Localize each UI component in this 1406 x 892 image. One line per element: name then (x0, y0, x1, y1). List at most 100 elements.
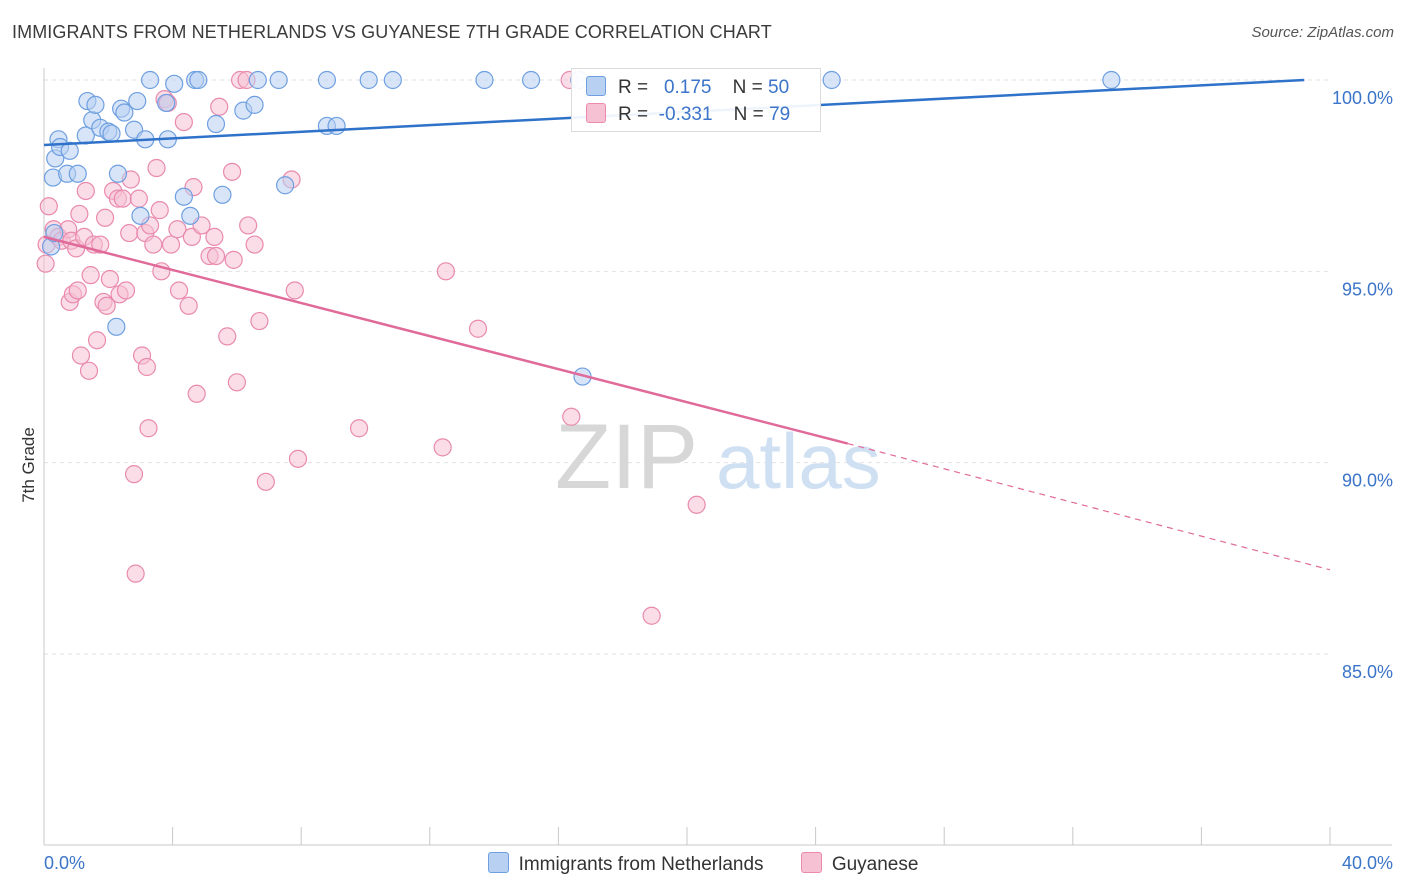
netherlands-point (189, 70, 208, 90)
guyanese-point (113, 189, 132, 208)
x-tick-label-max: 40.0% (1342, 853, 1393, 873)
guyanese-point (218, 327, 237, 346)
netherlands-point (359, 70, 378, 90)
guyanese-point (187, 384, 206, 403)
netherlands-point (822, 70, 841, 90)
netherlands-point (108, 164, 128, 183)
netherlands-point (317, 70, 337, 90)
guyanese-points (36, 70, 706, 625)
netherlands-point (102, 124, 121, 143)
guyanese-point (687, 495, 706, 514)
n-label: N = (732, 77, 763, 98)
chart-title: IMMIGRANTS FROM NETHERLANDS VS GUYANESE … (12, 22, 772, 42)
guyanese-point (562, 407, 581, 426)
guyanese-point (239, 216, 258, 235)
guyanese-point (68, 281, 87, 300)
guyanese-point (126, 564, 145, 583)
netherlands-point (107, 317, 126, 336)
netherlands-point (68, 164, 87, 183)
y-tick-label-90: 90.0% (1342, 471, 1393, 491)
guyanese-point (468, 319, 488, 338)
axes (43, 68, 1392, 846)
guyanese-point (116, 281, 136, 300)
guyanese-point (168, 220, 187, 239)
legend-item-guyanese[interactable]: Guyanese (800, 852, 919, 876)
guyanese-point (139, 419, 158, 438)
guyanese-point (205, 227, 224, 246)
guyanese-point (150, 201, 169, 220)
guyanese-point (87, 331, 107, 350)
netherlands-point (475, 70, 494, 90)
guyanese-point (285, 281, 304, 300)
guyanese-point (227, 373, 246, 392)
guyanese-point (224, 250, 243, 269)
guyanese-point (91, 235, 110, 254)
netherlands-point (86, 95, 105, 114)
guyanese-point (433, 438, 452, 457)
guyanese-point (169, 281, 189, 300)
netherlands-point (269, 70, 288, 90)
guyanese-point (206, 246, 226, 266)
stats-row-netherlands: R = 0.175 N = 50 (586, 76, 789, 98)
netherlands-points (41, 70, 1121, 386)
netherlands-point (521, 70, 541, 90)
watermark-zip: ZIP (555, 406, 698, 508)
guyanese-point (256, 472, 275, 491)
guyanese-point (250, 311, 269, 331)
series-legend: Immigrants from Netherlands Guyanese (0, 852, 1406, 876)
legend-label-netherlands: Immigrants from Netherlands (518, 854, 764, 875)
guyanese-point (36, 254, 55, 273)
legend-item-netherlands[interactable]: Immigrants from Netherlands (487, 852, 764, 876)
tick-labels: 85.0% 90.0% 95.0% 100.0% 0.0% 40.0% (44, 88, 1393, 873)
guyanese-point (71, 346, 91, 365)
netherlands-point (115, 103, 134, 122)
netherlands-point (245, 95, 264, 114)
guyanese-point (100, 269, 120, 289)
legend-label-guyanese: Guyanese (831, 854, 919, 875)
y-axis-label: 7th Grade (19, 427, 38, 503)
guyanese-trendline-extension (847, 442, 1331, 571)
netherlands-point (140, 70, 160, 90)
guyanese-point (436, 262, 455, 281)
guyanese-point (137, 357, 156, 377)
netherlands-point (174, 187, 193, 206)
y-tick-label-95: 95.0% (1342, 279, 1393, 299)
n-label: N = (733, 104, 764, 125)
guyanese-point (222, 162, 242, 181)
guyanese-point (39, 197, 58, 216)
n-value: 50 (768, 77, 790, 98)
netherlands-point (383, 70, 402, 90)
netherlands-point (206, 114, 226, 134)
stats-legend: R = 0.175 N = 50 R = -0.331 N = 79 (571, 68, 821, 132)
x-tick-label-min: 0.0% (44, 853, 85, 873)
netherlands-point (181, 206, 200, 225)
netherlands-point (276, 176, 295, 195)
y-tick-label-85: 85.0% (1342, 662, 1393, 682)
y-tick-label-100: 100.0% (1332, 88, 1393, 108)
netherlands-point (248, 70, 267, 90)
guyanese-point (288, 449, 308, 468)
netherlands-point (60, 141, 79, 160)
r-value: 0.175 (663, 77, 712, 98)
guyanese-point (95, 208, 115, 227)
netherlands-point (165, 74, 184, 93)
netherlands-point (327, 116, 346, 136)
guyanese-point (129, 189, 148, 208)
netherlands-point (157, 93, 176, 113)
guyanese-point (76, 181, 95, 201)
guyanese-point (81, 266, 100, 285)
blue-swatch-icon (586, 76, 606, 96)
pink-swatch-icon (586, 103, 606, 123)
guyanese-point (179, 296, 198, 315)
r-label: R = (618, 104, 649, 125)
guyanese-point (97, 296, 116, 315)
source-label: Source: ZipAtlas.com (1251, 24, 1394, 41)
netherlands-point (1102, 70, 1121, 90)
guyanese-point (70, 204, 89, 224)
guyanese-trendline (43, 235, 849, 445)
guyanese-point (144, 235, 163, 254)
guyanese-point (79, 361, 99, 380)
pink-swatch-icon (800, 852, 822, 873)
guyanese-point (174, 112, 193, 132)
netherlands-point (213, 185, 232, 204)
